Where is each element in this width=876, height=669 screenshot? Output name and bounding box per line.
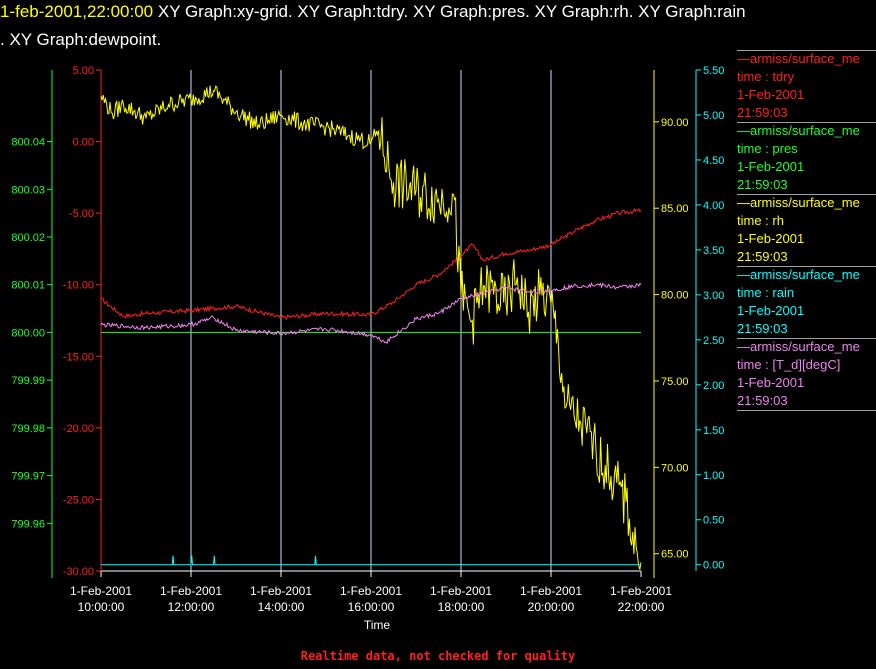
legend-separator	[737, 410, 876, 411]
pres-tick-label-5: 800.01	[11, 280, 45, 292]
legend-separator	[737, 266, 876, 267]
pres-tick-label-6: 800.02	[11, 232, 45, 244]
tdry-tick-label-7: 5.00	[73, 65, 94, 77]
x-tick-time-4: 18:00:00	[438, 600, 485, 614]
legend-time: 21:59:03	[737, 249, 788, 264]
legend-time: 21:59:03	[737, 105, 788, 120]
rh-tick-label-4: 85.00	[661, 203, 689, 215]
quality-note: Realtime data, not checked for quality	[300, 649, 576, 663]
rain-tick-label-11: 5.50	[703, 65, 724, 77]
tdry-tick-label-6: 0.00	[73, 137, 94, 149]
x-tick-date-0: 1-Feb-2001	[70, 584, 132, 598]
legend-time: 21:59:03	[737, 321, 788, 336]
tdry-tick-label-5: -5.00	[69, 208, 94, 220]
legend-label: time : [T_d][degC]	[737, 357, 841, 372]
series-line-tdry	[100, 208, 642, 321]
rain-tick-label-7: 3.50	[703, 245, 724, 257]
x-tick-time-1: 12:00:00	[168, 600, 215, 614]
x-tick-time-2: 14:00:00	[258, 600, 305, 614]
pres-tick-label-1: 799.97	[11, 471, 45, 483]
legend-separator	[737, 122, 876, 123]
x-tick-date-2: 1-Feb-2001	[250, 584, 312, 598]
series-line-rain	[101, 555, 641, 566]
tdry-tick-label-3: -15.00	[63, 351, 94, 363]
legend-date: 1-Feb-2001	[737, 303, 805, 318]
x-tick-date-6: 1-Feb-2001	[610, 584, 672, 598]
pres-tick-label-2: 799.98	[11, 423, 45, 435]
pres-tick-label-0: 799.96	[11, 518, 45, 530]
pres-tick-label-7: 800.03	[11, 184, 45, 196]
pres-tick-label-3: 799.99	[11, 375, 45, 387]
legend-label: time : rain	[737, 285, 795, 300]
legend-source: —armiss/surface_me	[737, 123, 860, 138]
x-axis-label: Time	[364, 618, 391, 632]
legend-label: time : rh	[737, 213, 784, 228]
legend-source: —armiss/surface_me	[737, 267, 860, 282]
legend-separator	[737, 50, 876, 51]
legend-source: —armiss/surface_me	[737, 195, 860, 210]
series-line-rh	[100, 85, 642, 570]
legend-source: —armiss/surface_me	[737, 51, 860, 66]
tdry-tick-label-4: -10.00	[63, 280, 94, 292]
tdry-tick-label-0: -30.00	[63, 566, 94, 578]
rain-tick-label-9: 4.50	[703, 155, 724, 167]
rh-tick-label-2: 75.00	[661, 376, 689, 388]
legend-time: 21:59:03	[737, 177, 788, 192]
legend-separator	[737, 338, 876, 339]
rain-tick-label-6: 3.00	[703, 290, 724, 302]
header-timestamp: 1-feb-2001,22:00:00	[0, 2, 154, 21]
rain-tick-label-3: 1.50	[703, 425, 724, 437]
legend-label: time : pres	[737, 141, 798, 156]
x-tick-time-0: 10:00:00	[78, 600, 125, 614]
pres-tick-label-8: 800.04	[11, 137, 45, 149]
rh-tick-label-5: 90.00	[661, 117, 689, 129]
x-tick-time-5: 20:00:00	[528, 600, 575, 614]
rain-tick-label-4: 2.00	[703, 380, 724, 392]
rain-tick-label-5: 2.50	[703, 335, 724, 347]
legend-date: 1-Feb-2001	[737, 159, 805, 174]
rain-tick-label-1: 0.50	[703, 515, 724, 527]
legend-source: —armiss/surface_me	[737, 339, 860, 354]
header-graph-list: XY Graph:xy-grid. XY Graph:tdry. XY Grap…	[157, 2, 746, 21]
x-tick-time-3: 16:00:00	[348, 600, 395, 614]
legend-date: 1-Feb-2001	[737, 87, 805, 102]
x-tick-date-3: 1-Feb-2001	[340, 584, 402, 598]
x-tick-date-1: 1-Feb-2001	[160, 584, 222, 598]
series-line-tddegc	[100, 281, 642, 345]
x-tick-time-6: 22:00:00	[618, 600, 665, 614]
rh-tick-label-0: 65.00	[661, 549, 689, 561]
header-line-1: 1-feb-2001,22:00:00 XY Graph:xy-grid. XY…	[0, 2, 746, 22]
rh-tick-label-1: 70.00	[661, 462, 689, 474]
legend-time: 21:59:03	[737, 393, 788, 408]
rain-tick-label-2: 1.00	[703, 470, 724, 482]
legend-date: 1-Feb-2001	[737, 375, 805, 390]
legend-label: time : tdry	[737, 69, 795, 84]
legend-end-separator	[737, 410, 876, 411]
legend-separator	[737, 194, 876, 195]
rain-tick-label-10: 5.00	[703, 110, 724, 122]
header-line-2: . XY Graph:dewpoint.	[0, 30, 162, 49]
rain-tick-label-8: 4.00	[703, 200, 724, 212]
rh-tick-label-3: 80.00	[661, 290, 689, 302]
x-tick-date-5: 1-Feb-2001	[520, 584, 582, 598]
x-tick-date-4: 1-Feb-2001	[430, 584, 492, 598]
tdry-tick-label-2: -20.00	[63, 423, 94, 435]
pres-tick-label-4: 800.00	[11, 327, 45, 339]
tdry-tick-label-1: -25.00	[63, 494, 94, 506]
rain-tick-label-0: 0.00	[703, 560, 724, 572]
legend-date: 1-Feb-2001	[737, 231, 805, 246]
